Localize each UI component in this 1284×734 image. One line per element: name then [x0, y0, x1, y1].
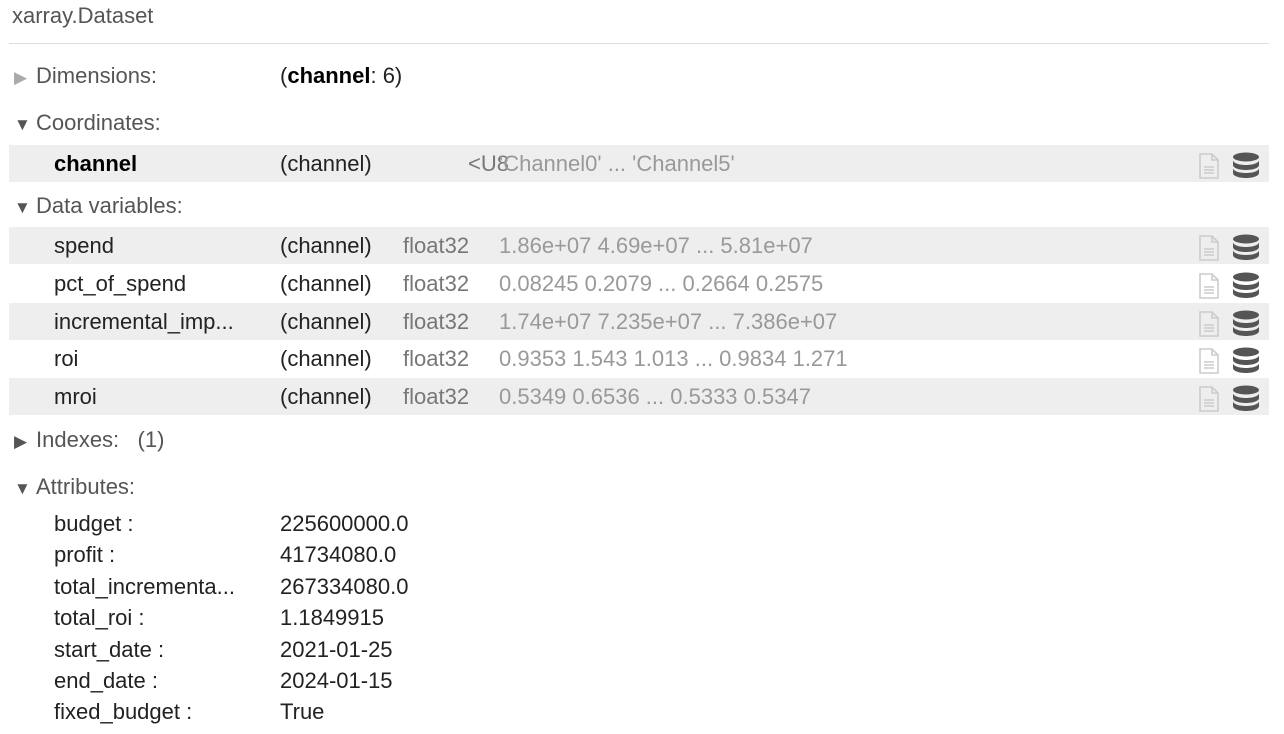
database-icon[interactable] — [1232, 272, 1260, 304]
collapse-arrow-icon[interactable]: ▼ — [14, 479, 31, 498]
var-dtype: float32 — [403, 308, 470, 334]
section-attributes[interactable]: ▼ Attributes: — [14, 474, 135, 500]
var-name: channel — [54, 151, 138, 176]
section-dimensions[interactable]: ▶ Dimensions: (channel: 6) — [14, 63, 402, 89]
collapse-arrow-icon[interactable]: ▼ — [14, 198, 31, 217]
attr-value: 41734080.0 — [280, 542, 397, 568]
section-data-variables[interactable]: ▼ Data variables: — [14, 193, 183, 219]
attr-value: 1.1849915 — [280, 605, 384, 631]
var-name: mroi — [54, 384, 97, 410]
file-text-icon[interactable] — [1197, 310, 1221, 343]
var-dims: (channel) — [280, 346, 372, 372]
var-name: incremental_imp... — [54, 308, 234, 334]
attr-key: profit : — [54, 542, 116, 568]
file-text-icon[interactable] — [1197, 235, 1221, 267]
file-text-icon[interactable] — [1197, 153, 1221, 185]
attribute-row: start_date : 2021-01-25 — [54, 636, 393, 663]
data-variable-row: roi (channel) float32 0.9353 1.543 1.013… — [9, 340, 1269, 377]
var-dtype: float32 — [403, 233, 470, 258]
data-variable-row: incremental_imp... (channel) float32 1.7… — [9, 302, 1269, 343]
var-dtype: float32 — [403, 270, 470, 296]
attr-value: True — [280, 699, 325, 725]
database-icon[interactable] — [1232, 310, 1260, 342]
file-text-icon[interactable] — [1197, 348, 1221, 380]
var-dtype: float32 — [403, 346, 470, 372]
var-dtype: <U8 — [468, 151, 509, 176]
dimensions-summary: (channel: 6) — [280, 63, 403, 88]
var-dims: (channel) — [280, 233, 372, 258]
var-name: roi — [54, 346, 79, 372]
var-preview: 0.9353 1.543 1.013 ... 0.9834 1.271 — [499, 346, 848, 372]
attr-value: 2024-01-15 — [280, 668, 393, 693]
var-preview: 1.74e+07 7.235e+07 ... 7.386e+07 — [499, 308, 838, 334]
section-label: Indexes: — [36, 427, 120, 452]
database-icon[interactable] — [1232, 347, 1260, 379]
expand-arrow-icon[interactable]: ▶ — [14, 432, 28, 451]
var-preview: 1.86e+07 4.69e+07 ... 5.81e+07 — [499, 233, 813, 258]
attr-key: total_incrementa... — [54, 573, 235, 599]
attribute-row: profit : 41734080.0 — [54, 542, 396, 568]
section-coordinates[interactable]: ▼ Coordinates: — [14, 110, 161, 136]
expand-arrow-icon[interactable]: ▶ — [14, 68, 28, 87]
attr-value: 2021-01-25 — [280, 636, 393, 662]
database-icon[interactable] — [1232, 152, 1260, 184]
var-preview: 'Channel0' ... 'Channel5' — [499, 151, 735, 176]
attr-key: end_date : — [54, 668, 158, 693]
collapse-arrow-icon[interactable]: ▼ — [14, 115, 31, 134]
var-name: pct_of_spend — [54, 270, 187, 296]
file-text-icon[interactable] — [1197, 386, 1221, 418]
attribute-row: fixed_budget : True — [54, 699, 324, 725]
indexes-count: (1) — [137, 427, 165, 452]
attr-key: fixed_budget : — [54, 699, 193, 725]
attribute-row: total_incrementa... 267334080.0 — [54, 573, 408, 600]
file-text-icon[interactable] — [1197, 272, 1221, 305]
divider — [9, 43, 1269, 44]
section-label: Dimensions: — [36, 63, 158, 88]
attribute-row: total_roi : 1.1849915 — [54, 605, 384, 631]
attribute-row: budget : 225600000.0 — [54, 511, 408, 537]
coordinate-row: channel (channel) <U8 'Channel0' ... 'Ch… — [9, 145, 1269, 182]
var-dims: (channel) — [280, 270, 372, 296]
var-dims: (channel) — [280, 151, 372, 176]
attr-value: 225600000.0 — [280, 511, 409, 536]
attr-value: 267334080.0 — [280, 573, 409, 599]
section-indexes[interactable]: ▶ Indexes: (1) — [14, 427, 164, 453]
dataset-title: xarray.Dataset — [12, 3, 154, 28]
var-dims: (channel) — [280, 308, 372, 334]
var-name: spend — [54, 233, 114, 258]
attr-key: budget : — [54, 511, 134, 536]
section-label: Attributes: — [36, 474, 136, 499]
data-variable-row: pct_of_spend (channel) float32 0.08245 0… — [9, 265, 1269, 302]
database-icon[interactable] — [1232, 385, 1260, 417]
section-label: Data variables: — [36, 193, 183, 218]
database-icon[interactable] — [1232, 234, 1260, 266]
attribute-row: end_date : 2024-01-15 — [54, 668, 393, 694]
data-variable-row: mroi (channel) float32 0.5349 0.6536 ...… — [9, 378, 1269, 418]
var-preview: 0.08245 0.2079 ... 0.2664 0.2575 — [499, 270, 824, 296]
section-label: Coordinates: — [36, 110, 161, 135]
attr-key: total_roi : — [54, 605, 145, 631]
attr-key: start_date : — [54, 636, 165, 662]
var-preview: 0.5349 0.6536 ... 0.5333 0.5347 — [499, 384, 811, 410]
var-dtype: float32 — [403, 384, 470, 410]
data-variable-row: spend (channel) float32 1.86e+07 4.69e+0… — [9, 227, 1269, 264]
var-dims: (channel) — [280, 384, 372, 410]
